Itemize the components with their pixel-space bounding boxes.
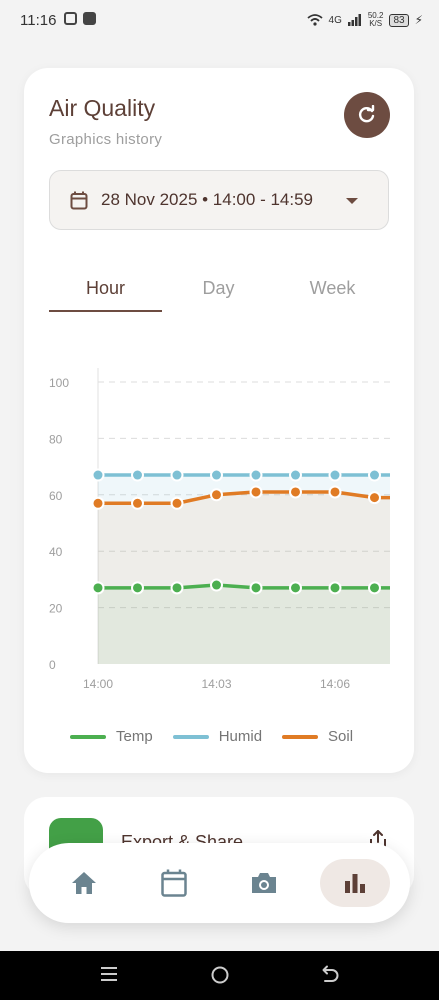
back-icon[interactable]	[320, 965, 340, 983]
net-speed: 50.2 K/S	[368, 12, 384, 28]
bar-chart-icon	[345, 874, 365, 893]
data-point-humid	[368, 468, 381, 482]
legend-swatch-humid	[172, 734, 209, 739]
data-point-soil	[170, 496, 184, 510]
chevron-down-icon	[346, 198, 358, 204]
legend-item-humid: Humid	[172, 728, 263, 745]
home-circle-icon[interactable]	[210, 965, 230, 985]
data-point-humid	[131, 468, 144, 482]
wifi-icon	[306, 14, 323, 26]
x-tick-label: 14:06	[320, 677, 350, 691]
nav-home[interactable]	[49, 859, 119, 907]
tab-day[interactable]: Day	[202, 278, 235, 298]
active-tab-indicator	[49, 310, 162, 312]
data-point-soil	[249, 485, 263, 499]
data-point-temp	[368, 581, 381, 595]
refresh-icon	[358, 105, 375, 123]
data-point-temp	[249, 581, 263, 595]
nav-camera[interactable]	[229, 859, 299, 907]
data-point-soil	[210, 488, 223, 502]
legend-label-temp: Temp	[116, 728, 153, 745]
legend-label-soil: Soil	[328, 728, 354, 745]
data-point-temp	[131, 581, 144, 595]
legend-label-humid: Humid	[218, 728, 263, 745]
data-point-humid	[91, 468, 105, 482]
net-speed-unit: K/S	[369, 19, 383, 28]
data-point-soil	[328, 485, 342, 499]
refresh-button[interactable]	[344, 92, 390, 138]
date-range-value: 28 Nov 2025 • 14:00 - 14:59	[101, 190, 313, 209]
calendar-icon	[70, 191, 88, 210]
data-point-humid	[170, 468, 184, 482]
line-chart: 0 20 40 60 80 100 14:00 14:03 14:06	[49, 368, 390, 691]
data-point-soil	[368, 491, 381, 505]
range-tabs: Hour Day Week	[49, 263, 389, 313]
legend-item-temp: Temp	[70, 728, 153, 745]
data-point-temp	[91, 581, 105, 595]
menu-icon[interactable]	[100, 965, 118, 983]
data-point-soil	[91, 496, 105, 510]
home-icon	[72, 872, 96, 894]
y-tick-label: 20	[49, 602, 63, 616]
chart-legend: Temp Humid Soil	[70, 728, 353, 745]
network-type: 4G	[328, 14, 342, 26]
legend-item-soil: Soil	[282, 728, 353, 745]
status-notification-icons	[64, 12, 96, 25]
net-speed-value: 50.2	[367, 11, 384, 20]
status-bar: 11:16 4G 50.2 K/S 83 ⚡	[0, 0, 439, 44]
page-subtitle: Graphics history	[49, 131, 163, 148]
legend-swatch-temp	[70, 734, 106, 739]
y-tick-label: 0	[49, 658, 56, 672]
tab-hour[interactable]: Hour	[85, 278, 125, 298]
data-point-soil	[131, 496, 144, 510]
data-point-humid	[289, 468, 302, 482]
tab-week[interactable]: Week	[309, 278, 356, 298]
system-nav-bar	[0, 951, 439, 1000]
data-point-humid	[210, 468, 223, 482]
y-tick-label: 60	[49, 489, 63, 503]
signal-icon	[347, 14, 361, 26]
x-tick-label: 14:00	[83, 677, 113, 691]
data-point-temp	[289, 581, 302, 595]
data-point-temp	[210, 578, 223, 592]
bottom-nav	[29, 843, 410, 923]
x-tick-label: 14:03	[201, 677, 231, 691]
legend-swatch-soil	[282, 734, 319, 739]
battery-icon: 83	[389, 13, 409, 27]
nav-charts[interactable]	[320, 859, 390, 907]
app-notification-icon	[83, 12, 96, 25]
y-tick-label: 40	[49, 545, 63, 559]
area-soil	[98, 491, 390, 664]
area-humid	[98, 475, 390, 664]
data-point-temp	[170, 581, 184, 595]
data-point-humid	[249, 468, 263, 482]
status-time: 11:16	[20, 12, 57, 29]
calendar-icon	[161, 869, 187, 897]
instagram-icon	[64, 12, 77, 25]
data-point-soil	[289, 485, 302, 499]
camera-icon	[252, 873, 276, 893]
air-quality-card: Air Quality Graphics history 28 Nov 2025…	[24, 68, 414, 773]
data-point-temp	[328, 581, 342, 595]
y-tick-label: 80	[49, 432, 63, 446]
area-temp	[98, 585, 390, 664]
charging-icon: ⚡	[414, 13, 423, 27]
page-title: Air Quality	[49, 95, 156, 121]
status-right-icons: 4G 50.2 K/S 83 ⚡	[306, 12, 423, 28]
data-point-humid	[328, 468, 342, 482]
nav-calendar[interactable]	[139, 859, 209, 907]
y-tick-label: 100	[49, 376, 69, 390]
date-range-select[interactable]: 28 Nov 2025 • 14:00 - 14:59	[49, 170, 389, 230]
